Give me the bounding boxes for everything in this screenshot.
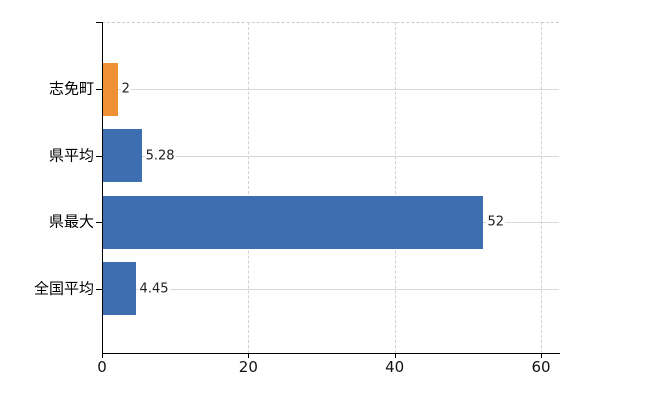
category-label: 県平均 bbox=[48, 146, 94, 164]
x-tick-label: 0 bbox=[97, 358, 107, 376]
gridline-horizontal bbox=[102, 89, 559, 90]
x-axis-tick bbox=[248, 353, 250, 358]
y-axis-tick bbox=[96, 222, 102, 223]
y-axis bbox=[102, 22, 103, 354]
category-label: 全国平均 bbox=[33, 279, 94, 297]
x-axis-tick bbox=[541, 353, 542, 358]
category-label: 県最大 bbox=[48, 212, 94, 231]
gridline-horizontal bbox=[102, 155, 559, 157]
y-axis-tick bbox=[96, 288, 102, 290]
value-label: 52 bbox=[486, 214, 505, 230]
y-axis-end-tick bbox=[96, 22, 102, 23]
category-label: 志免町 bbox=[48, 79, 94, 98]
plot-top-border bbox=[102, 22, 559, 23]
x-tick-label: 40 bbox=[385, 358, 405, 376]
gridline-vertical bbox=[248, 22, 250, 353]
y-axis-tick bbox=[96, 89, 102, 90]
value-label: 5.28 bbox=[144, 148, 176, 163]
x-axis-tick bbox=[394, 353, 396, 358]
x-tick-label: 60 bbox=[531, 358, 551, 376]
x-axis bbox=[102, 353, 560, 354]
gridline-vertical bbox=[541, 22, 542, 353]
bar-1 bbox=[103, 129, 142, 182]
x-axis-tick bbox=[102, 353, 103, 358]
bar-0 bbox=[103, 62, 118, 116]
value-label: 2 bbox=[120, 81, 131, 97]
bar-2 bbox=[103, 195, 484, 249]
gridline-horizontal bbox=[102, 288, 559, 290]
gridline-vertical bbox=[394, 22, 396, 353]
x-tick-label: 20 bbox=[238, 358, 258, 376]
bar-3 bbox=[103, 262, 136, 315]
value-label: 4.45 bbox=[138, 281, 170, 296]
y-axis-tick bbox=[96, 155, 102, 157]
